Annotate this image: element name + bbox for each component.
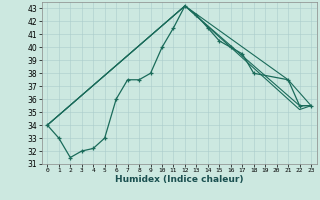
X-axis label: Humidex (Indice chaleur): Humidex (Indice chaleur) bbox=[115, 175, 244, 184]
